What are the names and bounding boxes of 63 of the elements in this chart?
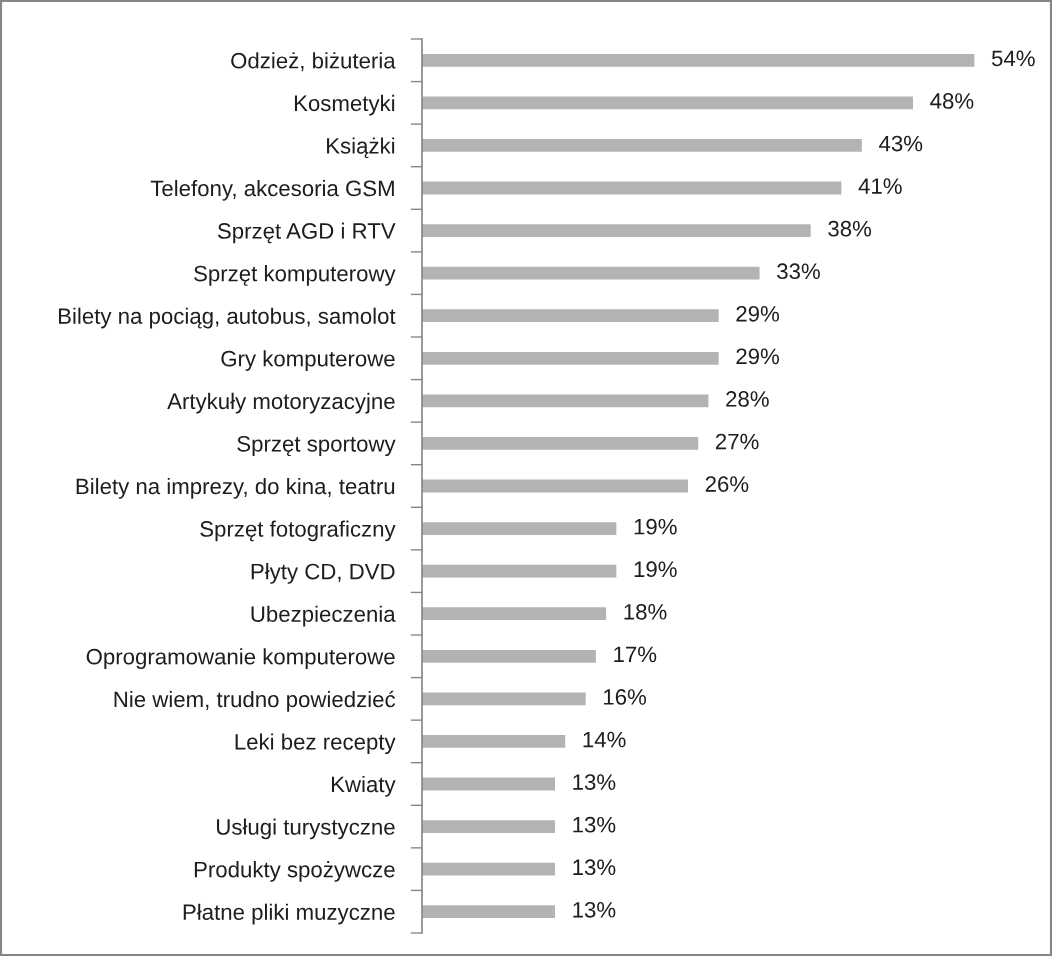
y-tick-label: Kosmetyki (294, 94, 395, 116)
bar (422, 266, 760, 280)
y-tick-label: Produkty spożywcze (194, 861, 395, 882)
bar (422, 649, 596, 663)
data-label: 33% (777, 263, 820, 280)
y-tick-label: Usługi turystyczne (217, 818, 395, 840)
y-tick-label: Odzież, biżuteria (231, 52, 396, 72)
y-tick-label: Oprogramowanie komputerowe (86, 648, 395, 669)
y-tick-label: Nie wiem, trudno powiedzieć (114, 690, 396, 712)
y-tick-label: Sprzęt komputerowy (194, 265, 396, 286)
data-label: 18% (624, 603, 667, 620)
y-tick-label: Sprzęt fotograficzny (200, 520, 396, 542)
bar (422, 777, 555, 791)
y-tick-label: Artykuły motoryzacyjne (167, 392, 395, 414)
bar (422, 820, 555, 833)
data-label: 13% (573, 816, 616, 833)
y-tick-label: Leki bez recepty (235, 733, 396, 755)
bar (422, 53, 975, 67)
y-tick-label: Płatne pliki muzyczne (183, 903, 395, 925)
bar (422, 905, 555, 919)
bar (422, 224, 811, 237)
data-label: 19% (634, 561, 677, 578)
y-tick-label: Płyty CD, DVD (251, 563, 395, 584)
data-label: 17% (614, 646, 657, 663)
bar (422, 564, 617, 578)
data-label: 13% (573, 774, 616, 790)
bar (422, 735, 566, 748)
y-tick-label: Bilety na pociąg, autobus, samolot (58, 307, 396, 329)
data-label: 26% (705, 476, 749, 492)
data-label: 29% (736, 305, 779, 322)
data-label: 41% (858, 178, 902, 194)
bar (422, 692, 586, 706)
y-tick-label: Sprzęt sportowy (237, 435, 396, 457)
data-label: 27% (715, 433, 759, 450)
bar (422, 862, 555, 876)
y-tick-label: Ubezpieczenia (251, 605, 396, 627)
y-tick-label: Książki (327, 137, 395, 159)
y-tick-label: Sprzęt AGD i RTV (217, 222, 396, 244)
data-label: 28% (726, 391, 769, 407)
data-label: 16% (604, 689, 647, 705)
bar (422, 479, 688, 493)
y-tick-label: Gry komputerowe (221, 350, 395, 371)
data-label: 29% (736, 348, 779, 365)
bar (422, 394, 709, 408)
bar (422, 351, 719, 365)
bar (422, 607, 607, 621)
data-label: 38% (828, 220, 872, 237)
y-tick-label: Bilety na imprezy, do kina, teatru (76, 477, 395, 499)
data-label: 43% (879, 135, 923, 152)
bar (422, 181, 842, 195)
y-tick-label: Kwiaty (331, 775, 396, 797)
bar (422, 522, 617, 535)
bar (422, 437, 699, 450)
y-tick-label: Telefony, akcesoria GSM (150, 179, 394, 201)
bar (422, 96, 914, 110)
data-label: 13% (573, 859, 616, 876)
data-label: 14% (583, 731, 626, 748)
data-label: 13% (573, 901, 616, 918)
bar (422, 139, 862, 152)
data-label: 54% (991, 50, 1035, 67)
data-label: 19% (634, 518, 677, 535)
data-label: 48% (930, 93, 974, 109)
bar (422, 309, 719, 323)
